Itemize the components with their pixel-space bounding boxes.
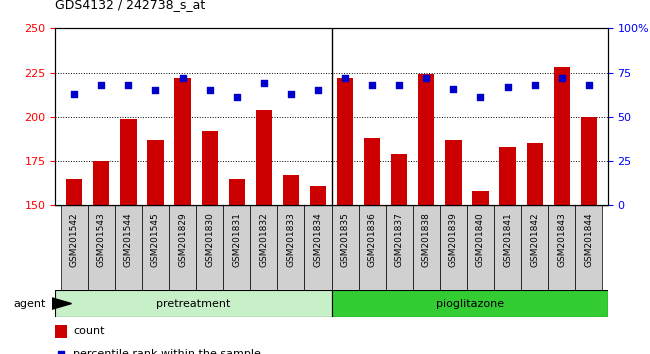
- Bar: [304, 205, 332, 290]
- Point: [313, 87, 323, 93]
- Bar: [283, 175, 299, 205]
- Point: [69, 91, 79, 97]
- Point: [475, 95, 486, 100]
- Bar: [255, 110, 272, 205]
- Text: GSM201831: GSM201831: [232, 212, 241, 267]
- Bar: [332, 205, 359, 290]
- Text: GSM201839: GSM201839: [449, 212, 458, 267]
- Text: GSM201834: GSM201834: [313, 212, 322, 267]
- Bar: [473, 191, 489, 205]
- Bar: [310, 186, 326, 205]
- Text: GSM201837: GSM201837: [395, 212, 404, 267]
- Text: count: count: [73, 326, 105, 336]
- Bar: [120, 119, 136, 205]
- Bar: [359, 205, 385, 290]
- Point: [56, 351, 66, 354]
- Text: GSM201832: GSM201832: [259, 212, 268, 267]
- Text: GSM201543: GSM201543: [97, 212, 106, 267]
- Point: [205, 87, 215, 93]
- Text: GSM201830: GSM201830: [205, 212, 214, 267]
- Text: GDS4132 / 242738_s_at: GDS4132 / 242738_s_at: [55, 0, 205, 11]
- Bar: [580, 117, 597, 205]
- Bar: [196, 205, 223, 290]
- Point: [367, 82, 377, 88]
- Bar: [445, 140, 462, 205]
- Bar: [148, 140, 164, 205]
- Bar: [169, 205, 196, 290]
- Text: GSM201840: GSM201840: [476, 212, 485, 267]
- Text: GSM201844: GSM201844: [584, 212, 593, 267]
- Bar: [278, 205, 304, 290]
- Point: [340, 75, 350, 81]
- Text: GSM201545: GSM201545: [151, 212, 160, 267]
- Bar: [93, 161, 109, 205]
- Bar: [337, 78, 353, 205]
- Bar: [115, 205, 142, 290]
- Point: [231, 95, 242, 100]
- Bar: [391, 154, 408, 205]
- Text: percentile rank within the sample: percentile rank within the sample: [73, 348, 261, 354]
- Point: [177, 75, 188, 81]
- Point: [124, 82, 134, 88]
- Text: pretreatment: pretreatment: [156, 298, 231, 309]
- Text: GSM201836: GSM201836: [368, 212, 376, 267]
- Text: GSM201842: GSM201842: [530, 212, 539, 267]
- Bar: [440, 205, 467, 290]
- Text: GSM201835: GSM201835: [341, 212, 350, 267]
- Bar: [66, 179, 83, 205]
- Bar: [554, 67, 570, 205]
- Point: [286, 91, 296, 97]
- Bar: [332, 290, 608, 317]
- Bar: [548, 205, 575, 290]
- Point: [448, 86, 459, 91]
- Bar: [55, 290, 332, 317]
- Point: [259, 80, 269, 86]
- Bar: [55, 325, 68, 338]
- Text: GSM201833: GSM201833: [287, 212, 295, 267]
- Point: [421, 75, 432, 81]
- Bar: [364, 138, 380, 205]
- Bar: [418, 74, 434, 205]
- Text: GSM201542: GSM201542: [70, 212, 79, 267]
- Bar: [142, 205, 169, 290]
- Bar: [202, 131, 218, 205]
- Point: [96, 82, 107, 88]
- Text: GSM201544: GSM201544: [124, 212, 133, 267]
- Text: agent: agent: [13, 298, 46, 309]
- Bar: [526, 143, 543, 205]
- Polygon shape: [52, 298, 72, 309]
- Bar: [413, 205, 440, 290]
- Bar: [575, 205, 603, 290]
- Text: GSM201841: GSM201841: [503, 212, 512, 267]
- Bar: [494, 205, 521, 290]
- Text: GSM201843: GSM201843: [557, 212, 566, 267]
- Point: [556, 75, 567, 81]
- Bar: [174, 78, 190, 205]
- Point: [529, 82, 539, 88]
- Bar: [250, 205, 278, 290]
- Point: [394, 82, 404, 88]
- Bar: [229, 179, 245, 205]
- Point: [150, 87, 161, 93]
- Text: pioglitazone: pioglitazone: [436, 298, 504, 309]
- Bar: [88, 205, 115, 290]
- Bar: [60, 205, 88, 290]
- Bar: [499, 147, 515, 205]
- Bar: [467, 205, 494, 290]
- Bar: [223, 205, 250, 290]
- Point: [502, 84, 513, 90]
- Text: GSM201838: GSM201838: [422, 212, 431, 267]
- Point: [584, 82, 594, 88]
- Bar: [521, 205, 548, 290]
- Bar: [385, 205, 413, 290]
- Text: GSM201829: GSM201829: [178, 212, 187, 267]
